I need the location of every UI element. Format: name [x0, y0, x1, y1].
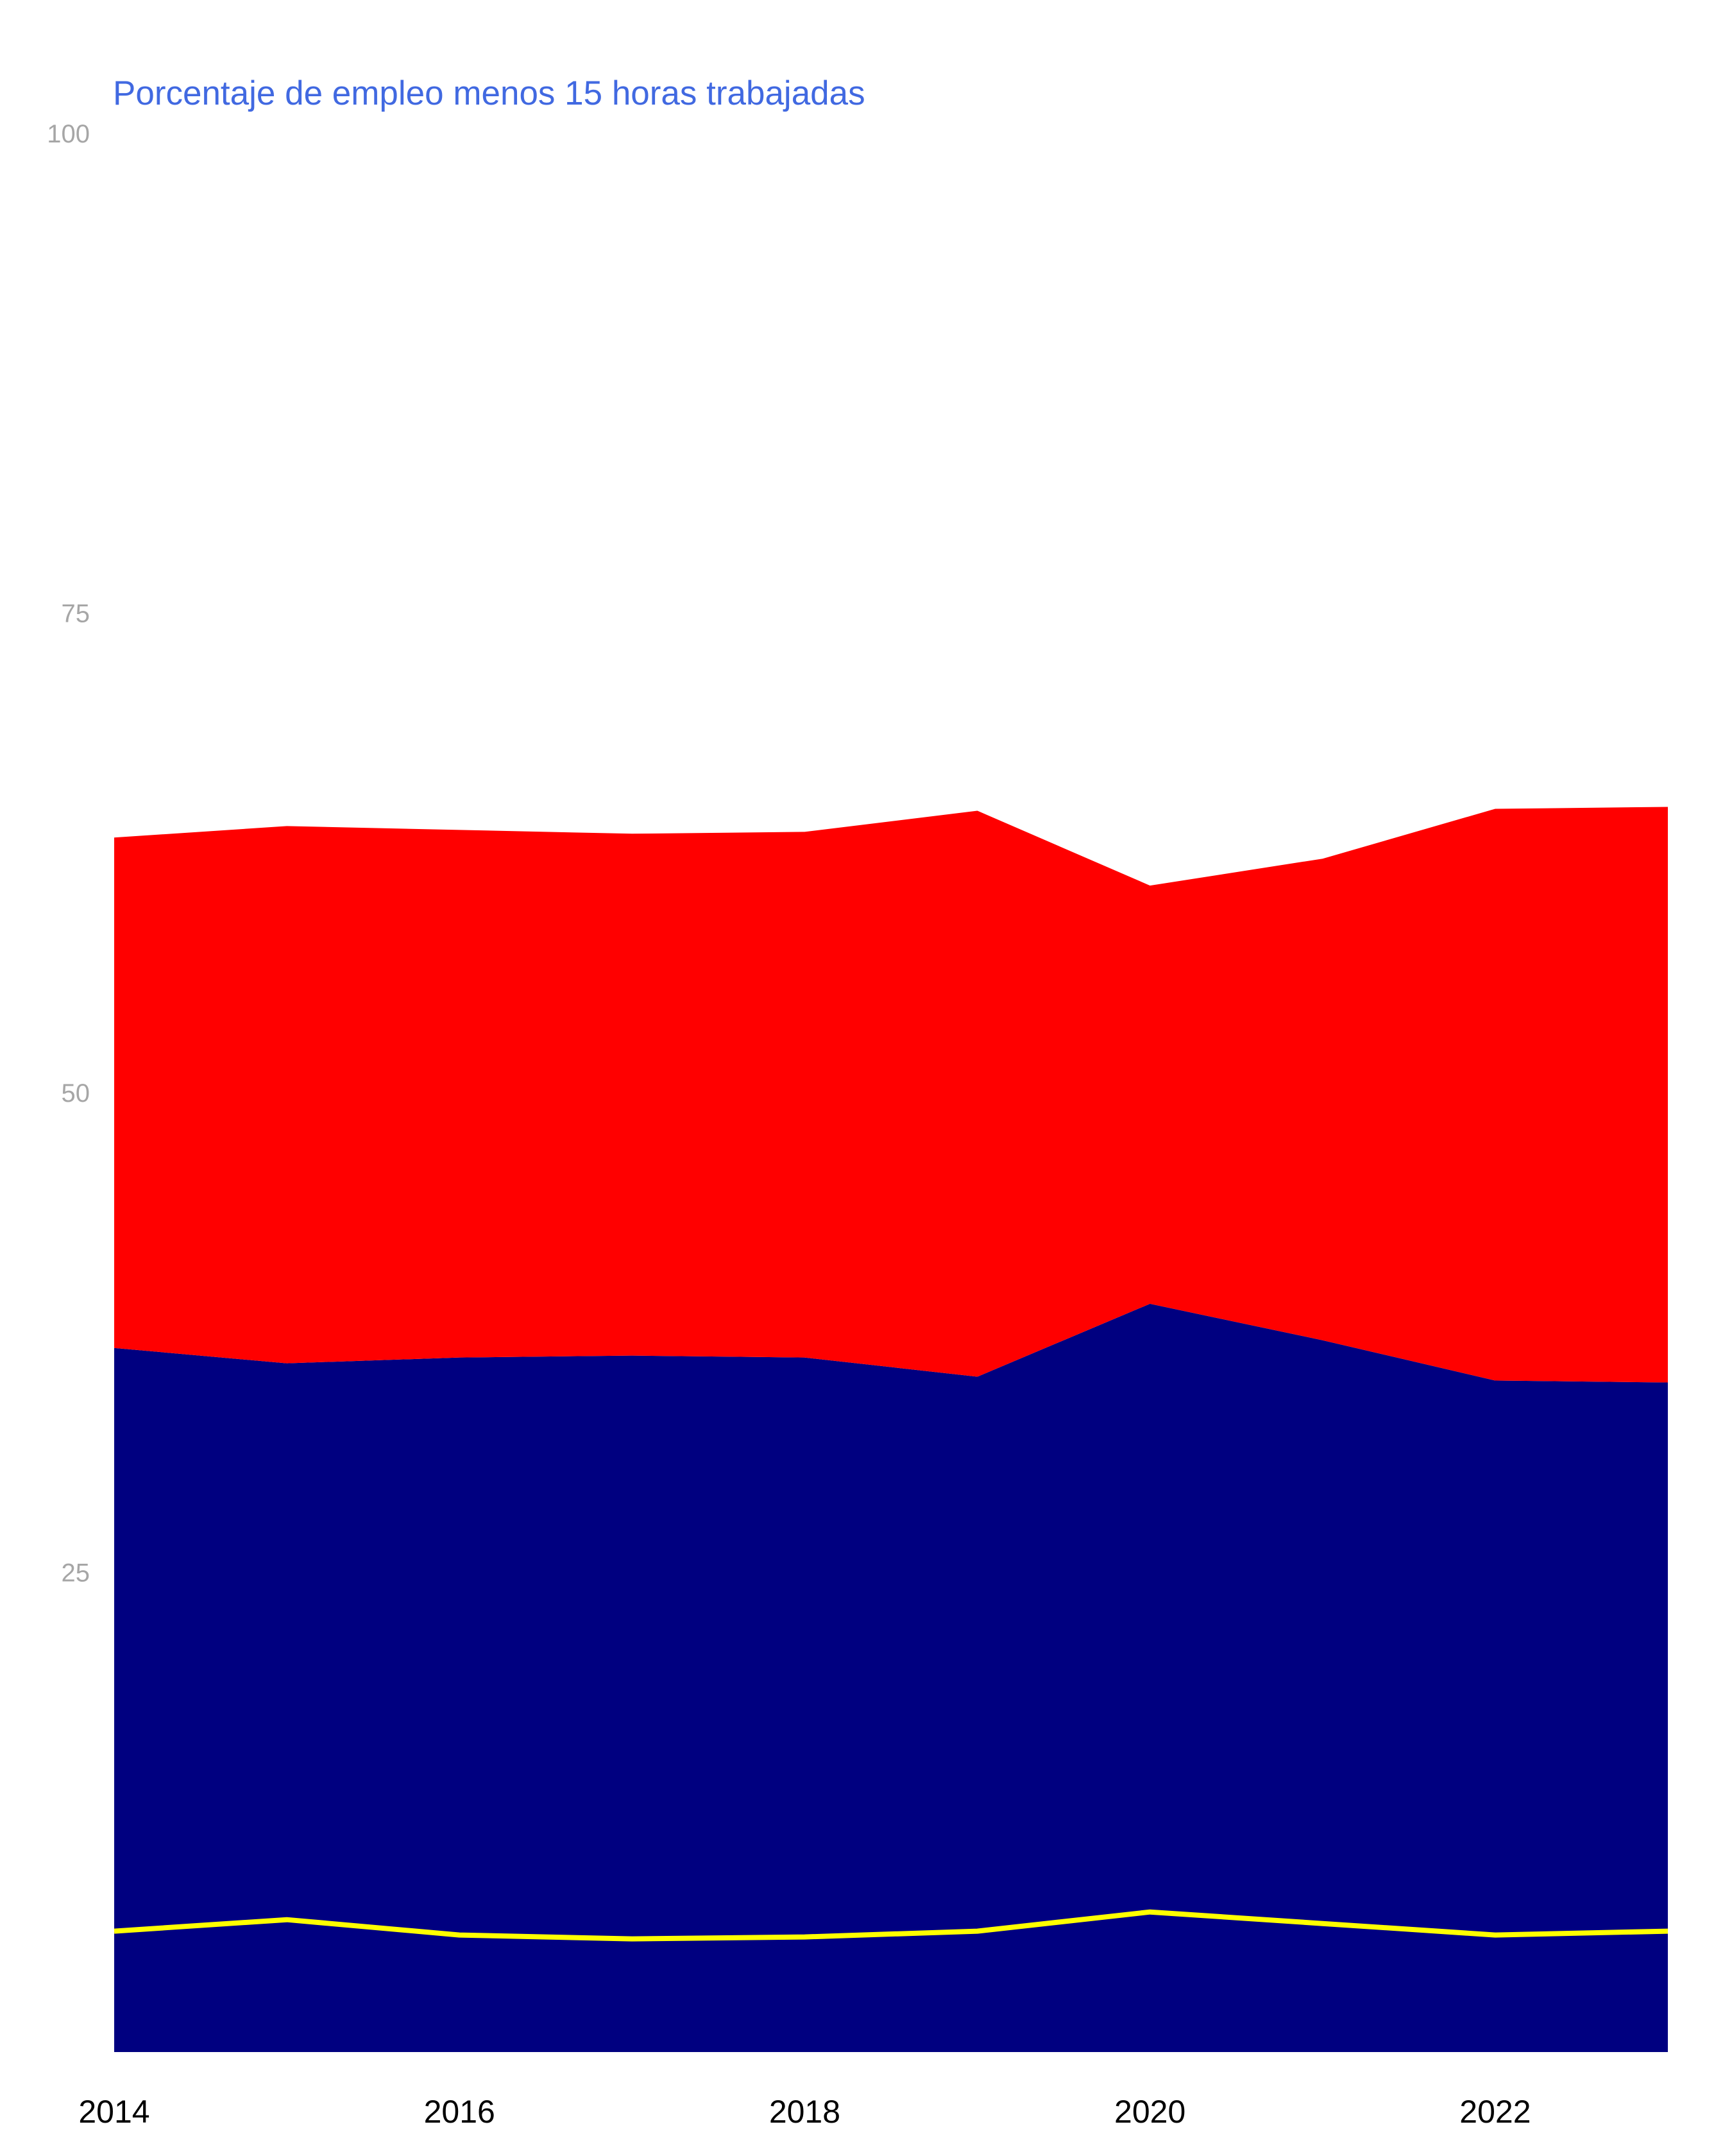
y-tick-label: 75 — [62, 600, 90, 628]
y-tick-label: 25 — [62, 1559, 90, 1587]
x-axis-ticks: 2014 2016 2018 2020 2022 — [78, 2094, 1531, 2130]
area-series-0 — [114, 1303, 1668, 2052]
line-series-2 — [114, 1909, 1668, 1942]
x-tick-label: 2018 — [769, 2094, 840, 2130]
area-series-1 — [114, 807, 1668, 1383]
x-tick-label: 2020 — [1114, 2094, 1185, 2130]
stacked-areas — [114, 807, 1668, 2052]
y-tick-label: 100 — [47, 120, 90, 148]
series-lines — [114, 1909, 1668, 1942]
x-tick-label: 2016 — [424, 2094, 495, 2130]
y-axis-ticks: 25 50 75 100 — [47, 120, 90, 1587]
x-tick-label: 2022 — [1459, 2094, 1531, 2130]
chart-title: Porcentaje de empleo menos 15 horas trab… — [113, 74, 865, 112]
y-tick-label: 50 — [62, 1079, 90, 1108]
x-tick-label: 2014 — [78, 2094, 149, 2130]
